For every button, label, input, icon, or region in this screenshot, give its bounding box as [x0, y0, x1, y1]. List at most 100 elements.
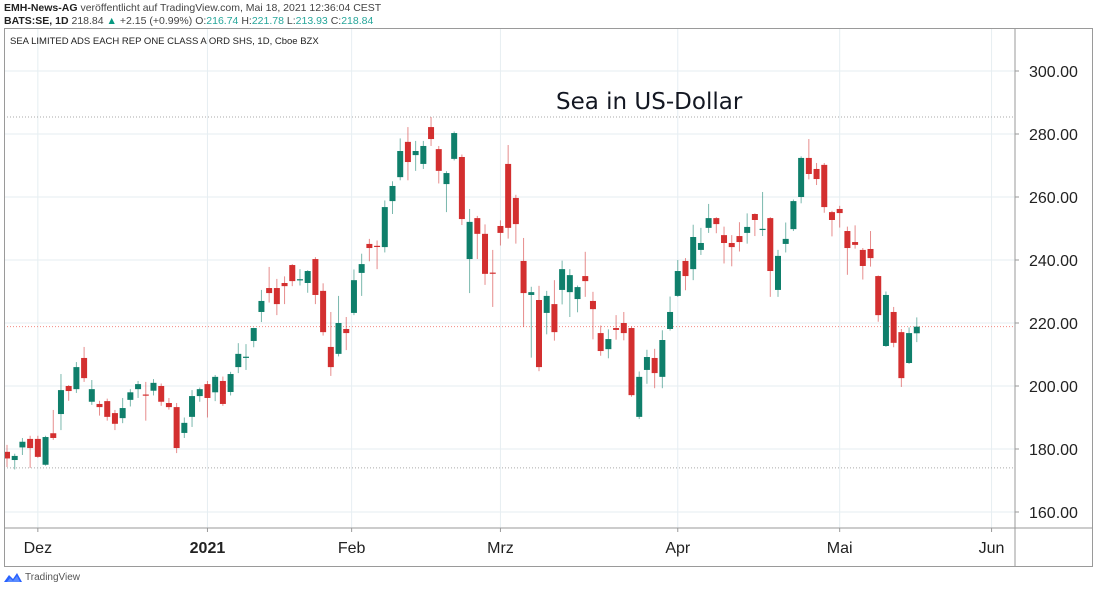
x-tick-label: Apr [665, 540, 691, 557]
y-tick-label: 160.00 [1029, 505, 1078, 522]
y-tick-label: 220.00 [1029, 316, 1078, 333]
candle-down [844, 231, 851, 249]
candle-up [181, 422, 188, 433]
candle-down [751, 214, 758, 220]
candle-up [882, 294, 889, 346]
candle-down [142, 394, 149, 396]
candle-up [196, 389, 203, 397]
publisher-name: EMH-News-AG [4, 2, 78, 14]
candle-up [775, 255, 781, 290]
high-value: 221.78 [251, 15, 284, 27]
candle-down [50, 433, 57, 438]
candle-down [158, 386, 165, 402]
candle-down [828, 212, 835, 220]
candle-up [790, 201, 797, 230]
candle-down [520, 260, 527, 294]
candle-up [11, 455, 18, 461]
candle-down [273, 288, 280, 305]
y-tick-label: 300.00 [1029, 64, 1078, 81]
candle-down [458, 156, 465, 220]
candle-down [813, 168, 820, 180]
candle-down [165, 403, 172, 408]
candle-up [73, 367, 80, 390]
candle-down [505, 163, 512, 228]
candle-up [659, 340, 666, 377]
candle-up [543, 295, 550, 313]
candle-up [189, 396, 196, 417]
candle-down [482, 233, 489, 274]
candle-down [890, 311, 897, 343]
candle-down [343, 328, 350, 334]
candle-up [451, 133, 458, 159]
candle-down [875, 276, 882, 316]
candle-down [428, 127, 435, 140]
chart-title: Sea in US-Dollar [556, 89, 743, 115]
open-value: 216.74 [206, 15, 239, 27]
candle-down [4, 451, 10, 459]
candle-up [559, 269, 566, 290]
candle-down [535, 300, 542, 368]
candle-up [57, 390, 64, 415]
candle-up [150, 382, 157, 391]
candle-down [836, 208, 843, 214]
candle-up [335, 323, 342, 354]
candle-down [551, 304, 558, 333]
tradingview-logo-icon [4, 573, 22, 582]
publish-info: EMH-News-AG veröffentlicht auf TradingVi… [4, 2, 381, 14]
candle-up [88, 389, 95, 402]
candle-down [204, 384, 211, 398]
candle-down [682, 260, 689, 277]
candle-up [643, 357, 650, 370]
candle-down [104, 401, 111, 417]
candle-down [327, 346, 334, 368]
price-change: +2.15 (+0.99%) [119, 15, 193, 27]
candle-down [374, 245, 381, 248]
candle-up [389, 185, 396, 202]
footer: TradingView [4, 572, 80, 583]
candle-up [574, 287, 581, 300]
x-tick-label: Jun [979, 540, 1005, 557]
x-tick-label: 2021 [190, 540, 226, 557]
candle-down [489, 272, 496, 274]
last-price: 218.84 [71, 15, 104, 27]
candle-up [674, 271, 681, 296]
candle-up [636, 376, 643, 417]
y-tick-label: 240.00 [1029, 253, 1078, 270]
candle-down [713, 218, 720, 225]
candle-up [42, 437, 49, 465]
candle-down [366, 243, 373, 249]
footer-brand: TradingView [25, 572, 81, 583]
symbol-label: BATS:SE, 1D [4, 15, 69, 27]
candle-up [296, 279, 303, 281]
candle-down [589, 300, 596, 310]
candle-up [667, 311, 674, 329]
candle-up [782, 238, 789, 244]
x-tick-label: Feb [338, 540, 366, 557]
candlestick-chart[interactable]: 300.00 280.00 260.00 240.00 220.00 200.00 180.… [4, 28, 1093, 567]
series-title: SEA LIMITED ADS EACH REP ONE CLASS A ORD… [10, 36, 319, 47]
change-arrow-icon: ▲ [106, 15, 117, 27]
chart-frame [4, 28, 1093, 567]
candle-up [566, 275, 573, 293]
candle-down [320, 290, 327, 333]
y-tick-label: 200.00 [1029, 379, 1078, 396]
candle-down [651, 357, 658, 374]
candle-up [690, 237, 697, 270]
candle-up [443, 173, 450, 185]
candle-down [34, 438, 41, 457]
candle-down [289, 265, 296, 282]
candle-up [744, 226, 751, 233]
x-tick-label: Mai [827, 540, 853, 557]
candle-down [266, 288, 273, 294]
candle-up [235, 353, 242, 368]
candle-up [528, 292, 535, 295]
candle-down [404, 141, 411, 163]
open-label: O: [195, 15, 207, 27]
candle-down [173, 407, 180, 449]
published-text: veröffentlicht auf TradingView.com, Mai … [80, 2, 382, 14]
candle-down [867, 248, 874, 259]
candle-up [397, 151, 404, 178]
y-tick-label: 280.00 [1029, 127, 1078, 144]
candle-up [212, 376, 219, 393]
candle-down [27, 438, 34, 449]
